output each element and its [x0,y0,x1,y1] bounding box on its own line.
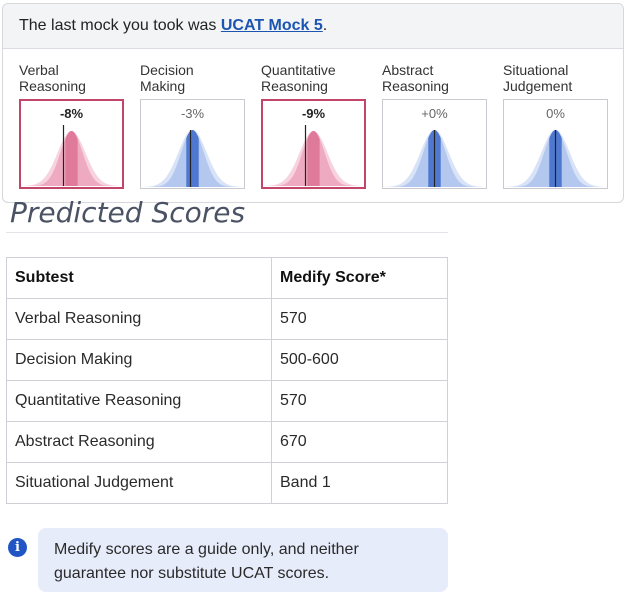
table-row: Abstract Reasoning 670 [6,421,448,463]
curve-center-band [186,130,199,188]
score-change: -8% [59,106,84,121]
page-title: Predicted Scores [10,196,246,229]
tile-distribution-box: -8% [19,99,124,189]
distribution-curve [263,125,364,187]
divider [6,232,448,233]
score-cell: 500-600 [271,339,448,381]
tile-distribution-box: -3% [140,99,245,189]
last-mock-banner: The last mock you took was UCAT Mock 5. [3,4,623,49]
curve-center-band [65,131,78,187]
table-row: Decision Making 500-600 [6,339,448,381]
tile-label: Decision Making [140,62,194,94]
info-icon: i [8,538,27,557]
distribution-curve [383,130,486,188]
distribution-curve [141,130,244,188]
banner-suffix: . [322,17,328,34]
distribution-curve [504,130,607,188]
table-row: Quantitative Reasoning 570 [6,380,448,422]
mock-link[interactable]: UCAT Mock 5 [220,17,323,34]
distribution-curve [21,125,122,187]
table-header-row: Subtest Medify Score* [6,257,448,299]
tile-abstract-reasoning[interactable]: Abstract Reasoning +0% [382,62,487,189]
tile-decision-making[interactable]: Decision Making -3% [140,62,245,189]
score-cell: Band 1 [271,462,448,504]
tile-quantitative-reasoning[interactable]: Quantitative Reasoning -9% [261,62,366,189]
score-change: 0% [546,106,565,121]
subtest-cell: Abstract Reasoning [6,421,272,463]
column-header-subtest: Subtest [6,257,272,299]
subtest-cell: Verbal Reasoning [6,298,272,340]
tile-label: Abstract Reasoning [382,62,449,94]
score-change: +0% [421,106,448,121]
score-change: -3% [180,106,205,121]
subtest-cell: Quantitative Reasoning [6,380,272,422]
tile-distribution-box: 0% [503,99,608,189]
column-header-score: Medify Score* [271,257,448,299]
curve-center-band [307,131,320,187]
subtest-cell: Decision Making [6,339,272,381]
score-cell: 670 [271,421,448,463]
score-change: -9% [301,106,326,121]
tile-situational-judgement[interactable]: Situational Judgement 0% [503,62,608,189]
score-cell: 570 [271,380,448,422]
tile-distribution-box: -9% [261,99,366,189]
tile-label: Situational Judgement [503,62,573,94]
tile-verbal-reasoning[interactable]: Verbal Reasoning -8% [19,62,124,189]
tile-label: Quantitative Reasoning [261,62,336,94]
tile-distribution-box: +0% [382,99,487,189]
score-cell: 570 [271,298,448,340]
predicted-scores-table: Subtest Medify Score* Verbal Reasoning 5… [6,257,448,504]
tile-label: Verbal Reasoning [19,62,86,94]
last-mock-card: The last mock you took was UCAT Mock 5. … [2,3,624,203]
table-row: Verbal Reasoning 570 [6,298,448,340]
disclaimer-box: Medify scores are a guide only, and neit… [38,528,448,592]
table-row: Situational Judgement Band 1 [6,462,448,504]
banner-prefix: The last mock you took was [19,17,221,34]
subtest-cell: Situational Judgement [6,462,272,504]
